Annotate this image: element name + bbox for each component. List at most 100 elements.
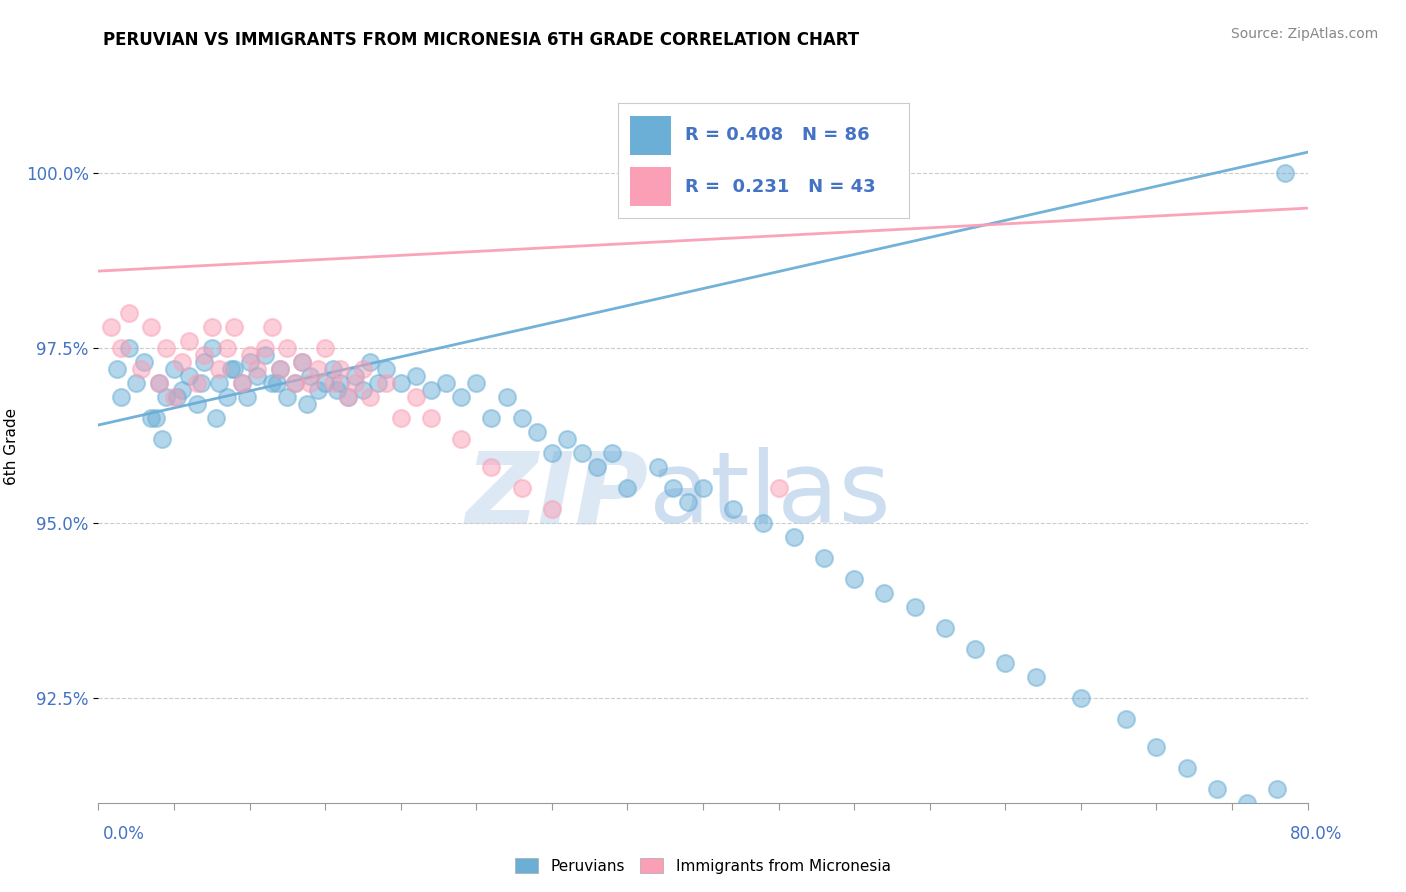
Point xyxy=(450,390,472,404)
Point xyxy=(118,306,141,320)
Point xyxy=(190,376,212,390)
Point xyxy=(661,481,683,495)
Point xyxy=(571,446,593,460)
Point xyxy=(873,586,896,600)
Point xyxy=(450,432,472,446)
Point xyxy=(291,355,314,369)
Point xyxy=(141,320,163,334)
Point xyxy=(813,550,835,565)
Point xyxy=(420,411,443,425)
Point xyxy=(231,376,253,390)
Point xyxy=(141,411,163,425)
Point xyxy=(602,446,624,460)
Point xyxy=(994,656,1017,670)
Point xyxy=(495,390,517,404)
Point xyxy=(148,376,170,390)
Point xyxy=(193,348,215,362)
Point xyxy=(276,341,298,355)
Point xyxy=(262,376,284,390)
Point xyxy=(526,425,548,439)
Point xyxy=(208,376,231,390)
Point xyxy=(405,369,427,384)
Point xyxy=(276,390,298,404)
Text: atlas: atlas xyxy=(648,448,890,544)
Point xyxy=(201,320,224,334)
Point xyxy=(266,376,288,390)
Point xyxy=(100,320,122,334)
Point xyxy=(965,641,987,656)
Point xyxy=(269,362,291,376)
Point xyxy=(336,390,359,404)
Point xyxy=(586,460,609,475)
Point xyxy=(148,376,170,390)
Point xyxy=(239,348,262,362)
Point xyxy=(336,390,359,404)
Point xyxy=(1175,761,1198,775)
Text: Source: ZipAtlas.com: Source: ZipAtlas.com xyxy=(1230,27,1378,41)
Point xyxy=(253,341,276,355)
Point xyxy=(179,334,201,348)
Point xyxy=(510,411,533,425)
Point xyxy=(1267,781,1289,796)
Point xyxy=(329,376,352,390)
Point xyxy=(299,369,322,384)
Point xyxy=(360,355,382,369)
Point xyxy=(352,383,374,397)
Point xyxy=(291,355,314,369)
Point xyxy=(284,376,307,390)
Point xyxy=(170,355,193,369)
Point xyxy=(235,390,257,404)
Point xyxy=(344,376,367,390)
Y-axis label: 6th Grade: 6th Grade xyxy=(4,408,18,484)
Legend: Peruvians, Immigrants from Micronesia: Peruvians, Immigrants from Micronesia xyxy=(509,852,897,880)
Point xyxy=(186,397,208,411)
Point xyxy=(205,411,228,425)
Point xyxy=(239,355,262,369)
Point xyxy=(540,446,562,460)
Point xyxy=(405,390,427,404)
Point xyxy=(510,481,533,495)
Point xyxy=(299,376,322,390)
Point xyxy=(110,341,132,355)
Point xyxy=(166,390,188,404)
Point xyxy=(246,369,269,384)
Point xyxy=(723,502,745,516)
Point xyxy=(322,376,344,390)
Point xyxy=(1236,796,1258,810)
Point xyxy=(125,376,148,390)
Text: 0.0%: 0.0% xyxy=(103,825,145,843)
Point xyxy=(389,411,412,425)
Point xyxy=(768,481,790,495)
Point xyxy=(105,362,128,376)
Point xyxy=(224,362,246,376)
Point xyxy=(555,432,578,446)
Text: 80.0%: 80.0% xyxy=(1291,825,1343,843)
Point xyxy=(367,376,389,390)
Point xyxy=(1146,739,1168,754)
Point xyxy=(420,383,443,397)
Point xyxy=(215,341,238,355)
Point xyxy=(262,320,284,334)
Point xyxy=(1070,690,1092,705)
Point xyxy=(692,481,714,495)
Point xyxy=(179,369,201,384)
Point xyxy=(224,320,246,334)
Point xyxy=(329,362,352,376)
Point xyxy=(481,460,503,475)
Point xyxy=(132,355,155,369)
Point xyxy=(322,362,344,376)
Point xyxy=(352,362,374,376)
Point xyxy=(326,383,349,397)
Point xyxy=(269,362,291,376)
Point xyxy=(307,362,329,376)
Point xyxy=(201,341,224,355)
Point xyxy=(307,383,329,397)
Point xyxy=(155,341,177,355)
Point xyxy=(360,390,382,404)
Point xyxy=(540,502,562,516)
Point xyxy=(215,390,238,404)
Point xyxy=(783,530,806,544)
Point xyxy=(434,376,457,390)
Point xyxy=(129,362,152,376)
Point xyxy=(163,390,186,404)
